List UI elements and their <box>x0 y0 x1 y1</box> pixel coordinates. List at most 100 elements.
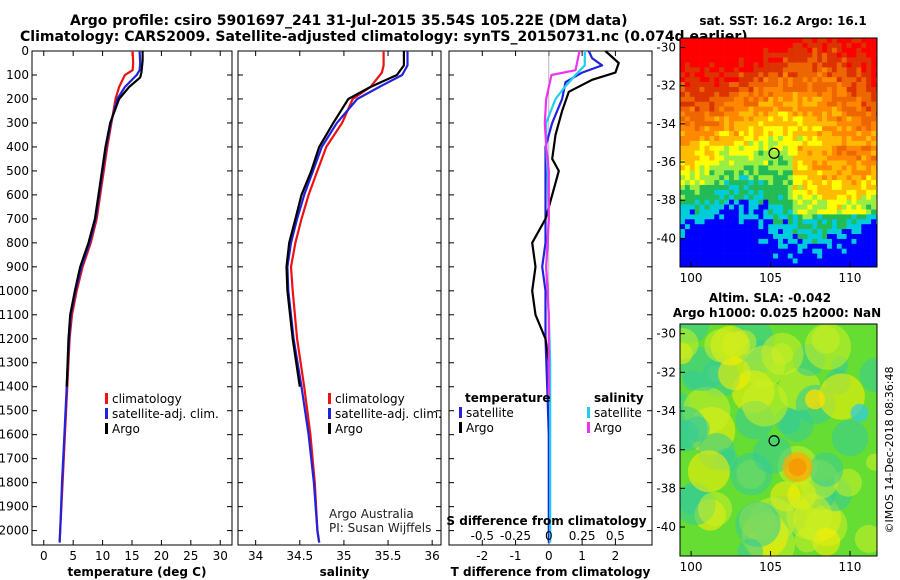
sst-cell <box>753 209 759 215</box>
depth-tick-label: 0 <box>21 44 29 58</box>
sst-cell <box>763 160 769 166</box>
sst-cell <box>699 47 705 53</box>
sst-cell <box>748 126 754 132</box>
sst-cell <box>871 175 877 181</box>
sst-cell <box>768 91 774 98</box>
sst-cell <box>802 38 808 44</box>
sst-cell <box>709 199 715 205</box>
sst-cell <box>778 175 784 181</box>
sst-cell <box>694 258 700 264</box>
sst-cell <box>846 121 852 127</box>
sst-cell <box>792 150 798 156</box>
sst-cell <box>738 243 744 249</box>
sst-cell <box>797 155 803 161</box>
sst-cell <box>792 180 798 186</box>
sst-cell <box>763 52 769 58</box>
sst-cell <box>699 209 705 215</box>
sst-cell <box>748 214 754 220</box>
sst-cell <box>773 126 779 132</box>
sst-cell <box>778 209 784 215</box>
sst-cell <box>748 224 754 230</box>
sst-cell <box>773 77 779 83</box>
depth-tick-label: 1600 <box>0 428 29 442</box>
sst-cell <box>680 155 686 161</box>
sst-cell <box>699 106 705 112</box>
sst-cell <box>753 136 759 142</box>
sst-cell <box>866 160 872 166</box>
sst-cell <box>738 234 744 240</box>
sst-cell <box>719 238 725 245</box>
sst-cell <box>680 47 686 53</box>
sst-cell <box>851 72 857 78</box>
sst-cell <box>866 111 872 117</box>
sst-cell <box>709 263 715 267</box>
sst-cell <box>831 67 838 73</box>
sst-cell <box>846 42 852 49</box>
sst-cell <box>807 199 813 205</box>
sst-cell <box>812 199 818 205</box>
sst-cell <box>689 140 695 147</box>
sst-cell <box>733 248 740 254</box>
sst-cell <box>763 126 769 132</box>
sst-cell <box>680 258 686 264</box>
sst-cell <box>807 77 813 83</box>
sst-cell <box>817 234 823 240</box>
sst-cell <box>709 131 715 137</box>
sst-cell <box>738 219 744 225</box>
sst-cell <box>822 87 828 93</box>
sst-cell <box>822 194 828 200</box>
sst-cell <box>719 248 725 254</box>
sst-cell <box>684 131 691 137</box>
sst-cell <box>689 57 695 63</box>
sst-cell <box>831 170 838 176</box>
sst-cell <box>680 57 686 63</box>
sst-cell <box>724 67 730 73</box>
sst-cell <box>861 62 867 68</box>
depth-tick-label: 1400 <box>0 380 29 394</box>
sst-cell <box>743 47 749 53</box>
sst-cell <box>709 175 715 181</box>
sst-cell <box>787 234 793 240</box>
sst-cell <box>773 263 779 267</box>
sst-cell <box>871 82 877 88</box>
sst-cell <box>866 224 872 230</box>
sst-cell <box>782 263 789 267</box>
sst-cell <box>680 234 686 240</box>
sst-cell <box>841 243 847 249</box>
sst-cell <box>846 106 852 112</box>
sst-cell <box>709 82 715 88</box>
sst-cell <box>684 136 691 142</box>
sst-cell <box>768 238 774 245</box>
sst-cell <box>822 77 828 83</box>
sst-cell <box>689 243 695 249</box>
sst-cell <box>758 145 764 151</box>
sst-cell <box>768 72 774 78</box>
sst-cell <box>822 229 828 235</box>
sst-cell <box>841 189 847 196</box>
sst-cell <box>694 209 700 215</box>
sst-cell <box>797 243 803 249</box>
sst-cell <box>807 263 813 267</box>
sst-cell <box>680 126 686 132</box>
sst-cell <box>699 96 705 102</box>
sst-cell <box>758 214 764 220</box>
sla-blob <box>687 450 730 493</box>
sst-cell <box>778 96 784 102</box>
sst-cell <box>763 72 769 78</box>
sst-cell <box>748 258 754 264</box>
sst-cell <box>836 57 842 63</box>
sst-cell <box>743 62 749 68</box>
sst-cell <box>704 214 710 220</box>
sst-cell <box>694 38 700 44</box>
sst-cell <box>729 67 735 73</box>
sst-cell <box>817 38 823 44</box>
sst-cell <box>871 234 877 240</box>
sst-cell <box>866 52 872 58</box>
sst-cell <box>724 116 730 122</box>
sst-cell <box>827 67 833 73</box>
sst-cell <box>787 67 793 73</box>
sst-cell <box>871 258 877 264</box>
sst-cell <box>753 131 759 137</box>
sst-cell <box>719 126 725 132</box>
sst-cell <box>753 106 759 112</box>
